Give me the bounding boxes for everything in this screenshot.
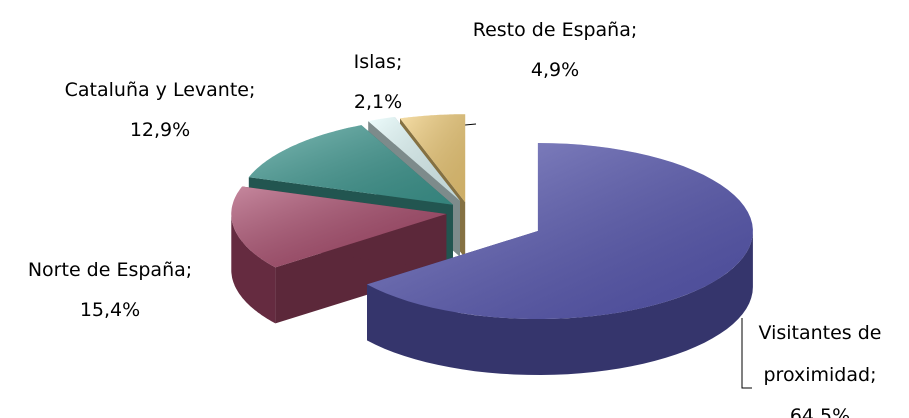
value-label: 12,9% (129, 119, 191, 141)
category-label: Resto de España; (472, 19, 638, 41)
slice-highlight (367, 143, 753, 319)
slice-highlight (368, 116, 460, 201)
value-label: 15,4% (79, 299, 141, 321)
slice-label: Cataluña y Levante; 12,9% (65, 70, 256, 150)
slice-highlight (400, 114, 466, 203)
category-label: Norte de España; (27, 259, 193, 281)
slice-wall (231, 214, 276, 324)
slice-label: Norte de España; 15,4% (28, 250, 192, 330)
value-label: 2,1% (353, 91, 403, 113)
slice-label: Visitantes de proximidad; 64,5% (735, 312, 905, 418)
value-label: 4,9% (530, 59, 580, 81)
leader-line (741, 318, 752, 389)
slice-wall (367, 231, 753, 375)
slice-label: Islas; 2,1% (354, 42, 403, 122)
value-label: 64,5% (789, 405, 851, 418)
slice-highlight (231, 186, 447, 268)
slice-label: Resto de España; 4,9% (473, 10, 638, 90)
category-label: Cataluña y Levante; (64, 79, 256, 101)
category-label: Islas; (353, 51, 403, 73)
slice-highlight (248, 125, 453, 205)
category-label: Visitantes de proximidad; (758, 322, 882, 386)
